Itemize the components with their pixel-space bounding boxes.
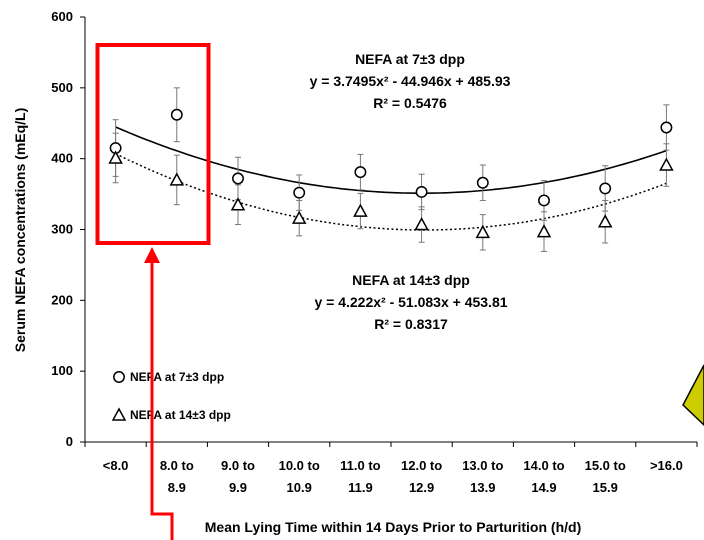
data-point-series-2 (536, 224, 552, 238)
x-tick-label: 13.0 to (462, 458, 503, 473)
data-point-series-2 (169, 172, 185, 186)
data-point-series-1 (170, 108, 183, 121)
trend-annotation-series-2: R² = 0.8317 (374, 316, 448, 332)
y-tick-label: 0 (66, 434, 73, 449)
y-tick-label: 600 (51, 9, 73, 24)
y-axis-title: Serum NEFA concentrations (mEq/L) (12, 108, 28, 353)
data-point-series-1 (538, 194, 550, 207)
highlight-box (95, 43, 211, 245)
highlight-arrow-head (144, 247, 160, 263)
x-tick-label-line2: 14.9 (531, 480, 556, 495)
x-tick-label: 9.0 to (221, 458, 255, 473)
data-point-series-1 (415, 186, 428, 198)
legend-marker-series-1 (113, 371, 125, 383)
data-point-series-1 (232, 172, 244, 185)
y-tick-label: 300 (51, 222, 73, 237)
yellow-wedge-shape (682, 364, 704, 427)
trend-annotation-series-1: R² = 0.5476 (373, 95, 447, 111)
data-point-series-2 (597, 214, 613, 228)
x-tick-label: 8.0 to (160, 458, 194, 473)
trend-annotation-series-1: y = 3.7495x² - 44.946x + 485.93 (310, 73, 511, 89)
x-tick-label: 10.0 to (279, 458, 320, 473)
x-tick-label-line2: 15.9 (593, 480, 618, 495)
data-point-series-1 (599, 182, 612, 195)
data-point-series-1 (476, 176, 489, 189)
trendline-series-1 (115, 126, 667, 194)
x-tick-label-line2: 12.9 (409, 480, 434, 495)
y-tick-label: 400 (51, 151, 73, 166)
x-tick-label: 11.0 to (340, 458, 381, 473)
x-tick-label: <8.0 (103, 458, 129, 473)
y-tick-label: 100 (51, 363, 73, 378)
x-tick-label: 14.0 to (523, 458, 564, 473)
x-tick-label: 15.0 to (585, 458, 626, 473)
data-point-series-1 (354, 166, 367, 179)
y-tick-label: 200 (51, 292, 73, 307)
data-point-series-2 (291, 210, 307, 224)
legend-marker-series-2 (111, 407, 127, 421)
x-tick-label: >16.0 (650, 458, 683, 473)
x-tick-label-line2: 11.9 (348, 480, 373, 495)
data-point-series-2 (353, 203, 368, 217)
data-point-series-2 (659, 157, 674, 171)
trend-annotation-series-1: NEFA at 7±3 dpp (355, 51, 465, 67)
x-tick-label-line2: 13.9 (470, 480, 495, 495)
data-point-series-1 (293, 186, 306, 199)
highlight-arrow-line (150, 257, 174, 540)
legend-label-series-2: NEFA at 14±3 dpp (130, 408, 231, 422)
x-axis-title: Mean Lying Time within 14 Days Prior to … (205, 519, 582, 535)
data-point-series-2 (230, 197, 246, 211)
legend-label-series-1: NEFA at 7±3 dpp (130, 370, 224, 384)
x-tick-label-line2: 10.9 (287, 480, 312, 495)
x-tick-label-line2: 8.9 (168, 480, 186, 495)
data-point-series-2 (108, 150, 123, 164)
x-tick-label: 12.0 to (401, 458, 442, 473)
data-point-series-2 (475, 224, 491, 239)
x-tick-label-line2: 9.9 (229, 480, 247, 495)
data-point-series-1 (660, 121, 673, 134)
data-point-series-2 (414, 216, 429, 231)
trend-annotation-series-2: y = 4.222x² - 51.083x + 453.81 (314, 294, 507, 310)
trend-annotation-series-2: NEFA at 14±3 dpp (352, 272, 470, 288)
y-tick-label: 500 (51, 80, 73, 95)
